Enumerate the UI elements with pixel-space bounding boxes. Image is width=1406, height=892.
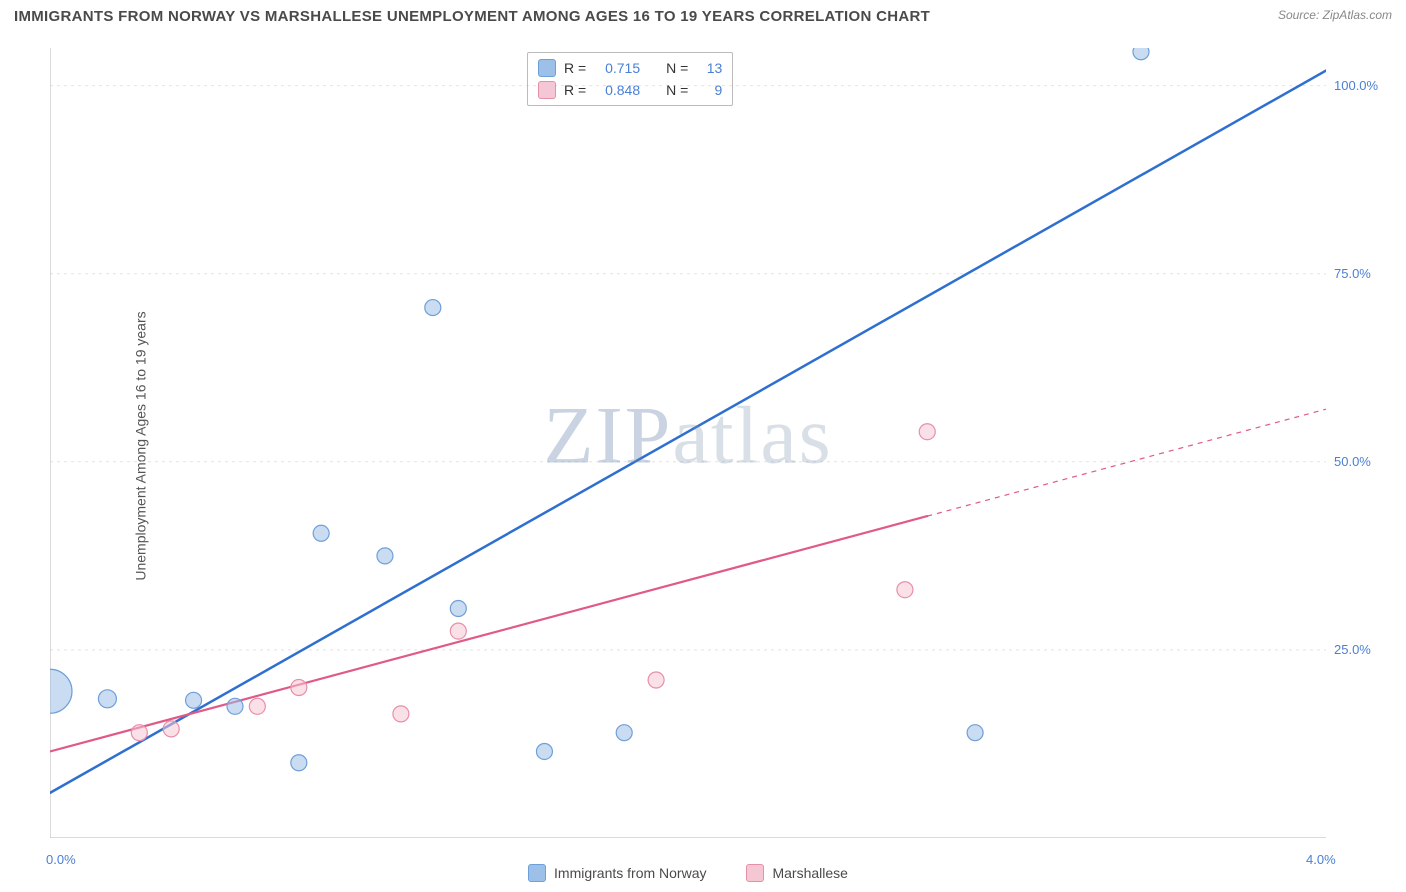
marshallese-swatch [746,864,764,882]
y-tick-label: 100.0% [1334,78,1378,93]
scatter-chart-svg [50,48,1326,838]
y-tick-label: 75.0% [1334,266,1371,281]
stat-row-marshallese: R = 0.848 N = 9 [538,79,722,101]
n-label: N = [666,57,688,79]
legend-label: Immigrants from Norway [554,865,706,881]
n-label: N = [666,79,688,101]
series-legend: Immigrants from Norway Marshallese [50,860,1326,886]
plot-area: ZIPatlas R =0.715N =13R =0.848N =9 25.0%… [50,48,1326,838]
r-label: R = [564,79,586,101]
legend-item-norway: Immigrants from Norway [528,864,706,882]
n-value: 9 [696,79,722,101]
x-axis-max-label: 4.0% [1306,852,1336,867]
r-value: 0.848 [594,79,640,101]
r-value: 0.715 [594,57,640,79]
chart-title: IMMIGRANTS FROM NORWAY VS MARSHALLESE UN… [14,8,930,25]
legend-label: Marshallese [772,865,847,881]
norway-stat-swatch [538,59,556,77]
r-label: R = [564,57,586,79]
norway-swatch [528,864,546,882]
y-tick-label: 25.0% [1334,642,1371,657]
x-axis-min-label: 0.0% [46,852,76,867]
correlation-stats-legend: R = 0.715 N = 13 R = 0.848 N = 9 [527,52,733,106]
legend-item-marshallese: Marshallese [746,864,847,882]
source-label: Source: ZipAtlas.com [1278,8,1392,22]
marshallese-stat-swatch [538,81,556,99]
y-tick-label: 50.0% [1334,454,1371,469]
stat-row-norway: R = 0.715 N = 13 [538,57,722,79]
n-value: 13 [696,57,722,79]
